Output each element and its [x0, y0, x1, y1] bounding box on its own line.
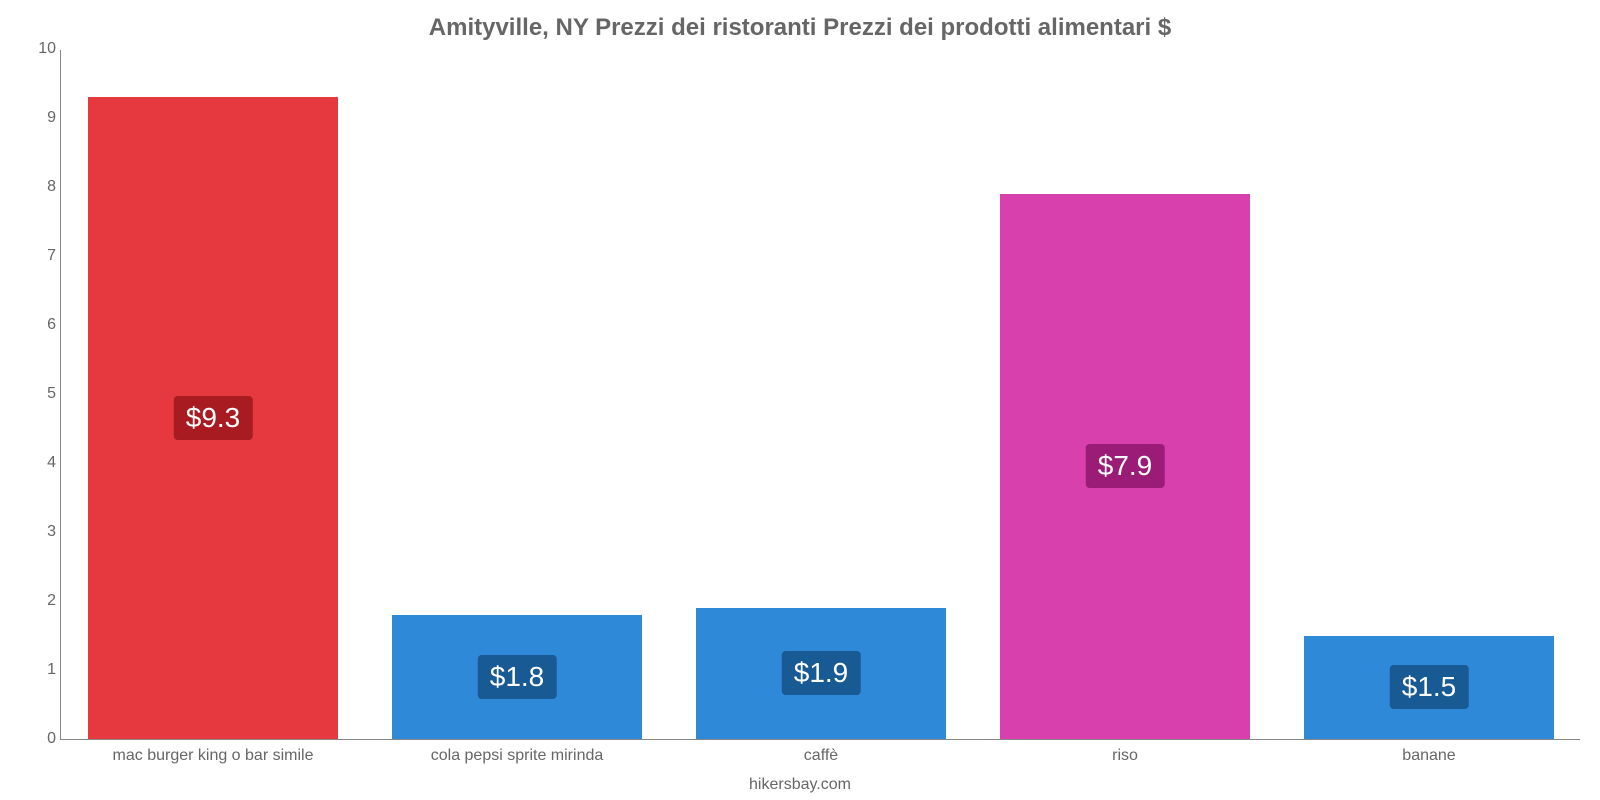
- y-tick: 9: [16, 109, 56, 127]
- x-tick: mac burger king o bar simile: [113, 739, 314, 765]
- chart-title: Amityville, NY Prezzi dei ristoranti Pre…: [0, 0, 1600, 42]
- x-tick: cola pepsi sprite mirinda: [431, 739, 604, 765]
- y-tick: 8: [16, 178, 56, 196]
- x-tick: caffè: [804, 739, 838, 765]
- y-tick: 7: [16, 247, 56, 265]
- y-tick: 2: [16, 592, 56, 610]
- bar-value-label: $1.5: [1390, 665, 1469, 709]
- chart-source: hikersbay.com: [0, 776, 1600, 794]
- x-tick: banane: [1402, 739, 1455, 765]
- y-tick: 5: [16, 385, 56, 403]
- y-tick: 3: [16, 523, 56, 541]
- y-tick: 0: [16, 730, 56, 748]
- price-bar-chart: Amityville, NY Prezzi dei ristoranti Pre…: [0, 0, 1600, 800]
- y-tick: 10: [16, 40, 56, 58]
- bar-value-label: $1.8: [478, 655, 557, 699]
- y-tick: 1: [16, 661, 56, 679]
- bar-value-label: $7.9: [1086, 444, 1165, 488]
- x-tick: riso: [1112, 739, 1138, 765]
- y-tick: 4: [16, 454, 56, 472]
- bar-value-label: $1.9: [782, 651, 861, 695]
- y-tick: 6: [16, 316, 56, 334]
- plot-area: 012345678910$9.3mac burger king o bar si…: [60, 50, 1580, 740]
- bar-value-label: $9.3: [174, 396, 253, 440]
